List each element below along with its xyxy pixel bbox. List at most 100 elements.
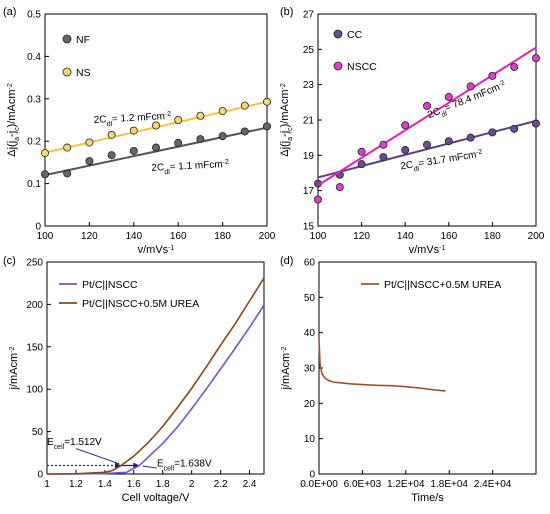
y-tick-label: 15 — [303, 222, 315, 233]
y-axis-label: Δj(ja-jc)/mAcm-2 — [279, 83, 294, 157]
x-tick-label: 180 — [214, 231, 231, 242]
annotation-label: Ecell=1.512V — [47, 437, 102, 451]
panel-label: (c) — [3, 255, 16, 267]
plot-frame — [46, 261, 265, 475]
data-point-nf — [129, 146, 138, 155]
data-point-nscc — [422, 101, 431, 110]
y-tick-label: 200 — [26, 300, 43, 311]
data-point-cc — [510, 124, 519, 133]
data-point-ns — [174, 116, 183, 125]
y-axis-label: Δj(ja-jc)/mAcm-2 — [6, 83, 21, 157]
data-point-nscc — [357, 147, 366, 156]
y-tick-label: 0.4 — [27, 52, 41, 63]
y-tick-label: 19 — [303, 151, 315, 162]
x-tick-label: 2.4 — [243, 479, 257, 490]
plot-frame — [317, 13, 537, 227]
data-point-ns — [196, 111, 205, 120]
legend-marker — [62, 34, 72, 44]
data-point-ns — [151, 121, 160, 130]
y-tick-label: 20 — [304, 399, 316, 410]
y-tick-label: 21 — [303, 116, 315, 127]
legend-label: Pt/C||NSCC+0.5M UREA — [384, 279, 501, 291]
legend-marker — [333, 29, 343, 39]
data-point-nscc — [401, 121, 410, 130]
y-axis-label: j/mAcm-2 — [280, 346, 292, 390]
y-tick-label: 0.1 — [27, 179, 41, 190]
data-point-nscc — [488, 71, 497, 80]
data-point-nscc — [466, 82, 475, 91]
legend-label: NF — [76, 34, 90, 46]
data-point-ns — [85, 138, 94, 147]
x-tick-label: 1.8 — [156, 479, 170, 490]
data-point-nf — [41, 170, 50, 179]
legend-label: NS — [76, 67, 91, 79]
data-point-cc — [422, 140, 431, 149]
data-point-cc — [488, 128, 497, 137]
x-tick-label: 140 — [125, 231, 142, 242]
data-point-ns — [107, 130, 116, 139]
annotation-pointer — [75, 448, 120, 465]
series-line-1 — [46, 277, 265, 475]
y-tick-label: 0 — [37, 470, 43, 481]
data-point-ns — [63, 143, 72, 152]
y-axis-label: j/mAcm-2 — [8, 346, 20, 390]
x-tick-label: 120 — [353, 231, 370, 242]
x-tick-label: 100 — [37, 231, 54, 242]
y-tick-label: 40 — [304, 328, 316, 339]
data-point-cc — [466, 133, 475, 142]
data-point-cc — [401, 146, 410, 155]
x-tick-label: 160 — [170, 231, 187, 242]
x-tick-label: 2.4E+04 — [474, 479, 512, 490]
series-line-0 — [318, 339, 446, 392]
x-axis-label: Time/s — [411, 492, 444, 504]
series-line-0 — [47, 304, 265, 475]
data-point-nf — [262, 122, 271, 131]
data-point-ns — [218, 107, 227, 116]
fit-line-cc — [317, 119, 537, 179]
x-tick-label: 200 — [259, 231, 276, 242]
data-point-nscc — [379, 140, 388, 149]
y-tick-label: 27 — [303, 10, 315, 21]
data-point-nscc — [510, 63, 519, 72]
data-point-cc — [532, 119, 541, 128]
panel-label: (b) — [280, 6, 293, 18]
data-point-nscc — [335, 183, 344, 192]
legend-label: NSCC — [347, 61, 377, 73]
data-point-nscc — [532, 54, 541, 63]
x-tick-label: 1.2 — [69, 479, 83, 490]
data-point-nf — [174, 138, 183, 147]
x-tick-label: 160 — [440, 231, 457, 242]
x-tick-label: 120 — [81, 231, 98, 242]
annotation-pointer — [142, 465, 158, 469]
y-tick-label: 250 — [26, 258, 43, 269]
x-axis-label: Cell voltage/V — [122, 492, 191, 504]
x-tick-label: 1 — [44, 479, 50, 490]
data-point-nf — [196, 135, 205, 144]
y-tick-label: 30 — [304, 364, 316, 375]
data-point-cc — [379, 153, 388, 162]
plot-frame — [318, 261, 537, 475]
y-tick-label: 100 — [26, 385, 43, 396]
data-point-cc — [444, 137, 453, 146]
x-tick-label: 1.4 — [98, 479, 112, 490]
x-tick-label: 180 — [484, 231, 501, 242]
x-tick-label: 1.2E+04 — [387, 479, 425, 490]
data-point-nscc — [444, 93, 453, 102]
panel-label: (a) — [3, 6, 16, 18]
x-tick-label: 1.8E+04 — [430, 479, 468, 490]
data-point-ns — [262, 97, 271, 106]
data-point-nf — [151, 143, 160, 152]
legend-label: CC — [347, 29, 363, 41]
legend-label: Pt/C||NSCC — [82, 279, 138, 291]
data-point-nf — [240, 127, 249, 136]
x-axis-label: v/mVs-1 — [138, 244, 175, 256]
data-point-ns — [41, 149, 50, 158]
x-tick-label: 6.0E+03 — [344, 479, 382, 490]
x-tick-label: 0.0E+00 — [300, 479, 338, 490]
legend-marker — [333, 61, 343, 71]
y-tick-label: 0.3 — [27, 94, 41, 105]
data-point-nf — [85, 157, 94, 166]
y-tick-label: 0 — [309, 470, 315, 481]
panel-label: (d) — [280, 255, 293, 267]
